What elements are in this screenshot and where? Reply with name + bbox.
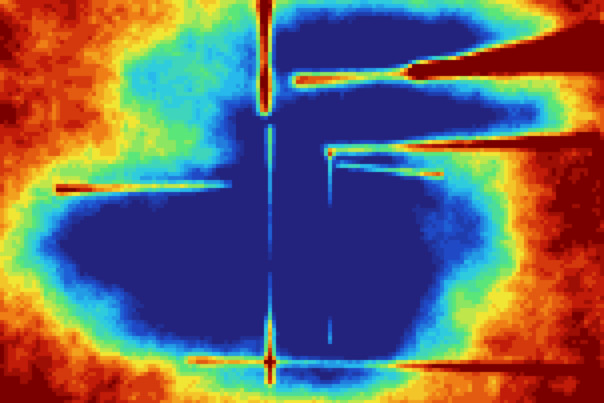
false-color-heatmap-image	[0, 0, 604, 403]
heatmap-viewport	[0, 0, 604, 403]
